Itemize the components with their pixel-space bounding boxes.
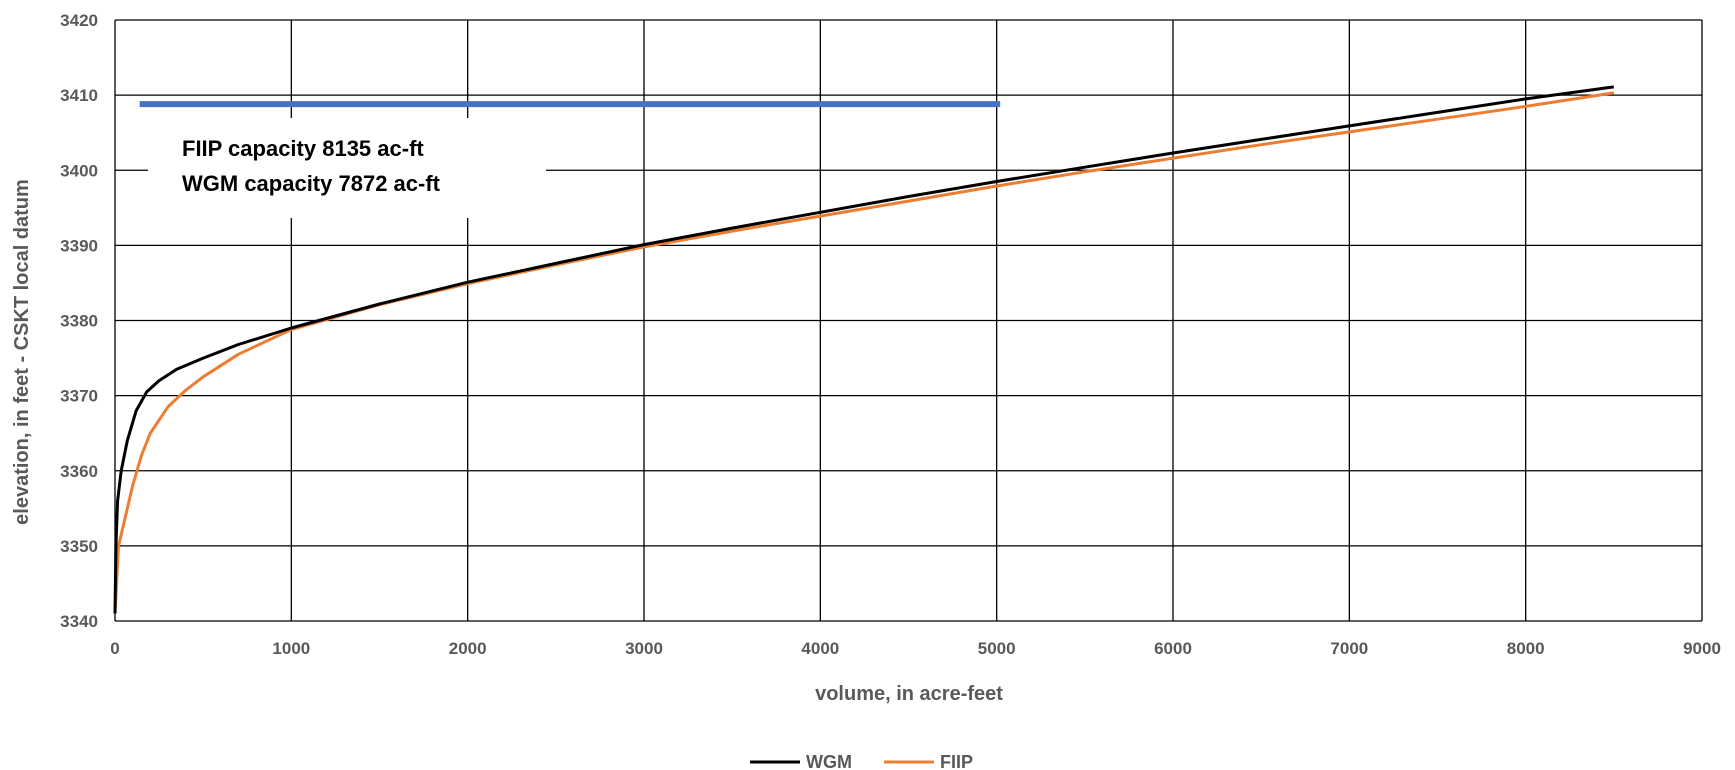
series-line-wgm	[113, 85, 1615, 614]
y-axis-title: elevation, in feet - CSKT local datum	[11, 179, 33, 525]
y-tick-label-2: 3360	[60, 462, 98, 481]
y-tick-label-6: 3400	[60, 161, 98, 180]
legend-label-wgm: WGM	[806, 752, 852, 770]
annotation-fiip-capacity: FIIP capacity 8135 ac-ft	[182, 136, 424, 161]
series-lines	[113, 85, 1615, 614]
x-tick-label-9: 9000	[1683, 639, 1721, 658]
x-tick-labels: 0 1000 2000 3000 4000 5000 6000 7000 8000 9000	[110, 639, 1721, 658]
legend: WGM FIIP	[750, 752, 973, 770]
legend-label-fiip: FIIP	[940, 752, 973, 770]
x-tick-label-3: 3000	[625, 639, 663, 658]
y-tick-label-4: 3380	[60, 312, 98, 331]
y-tick-label-1: 3350	[60, 537, 98, 556]
gridlines	[114, 19, 1703, 622]
x-tick-label-2: 2000	[449, 639, 487, 658]
y-tick-label-7: 3410	[60, 86, 98, 105]
x-tick-label-8: 8000	[1507, 639, 1545, 658]
y-tick-label-8: 3420	[60, 11, 98, 30]
x-tick-label-0: 0	[110, 639, 119, 658]
x-tick-label-5: 5000	[978, 639, 1016, 658]
x-tick-label-1: 1000	[272, 639, 310, 658]
y-tick-labels: 3340 3350 3360 3370 3380 3390 3400 3410 3420	[60, 11, 98, 631]
x-tick-label-7: 7000	[1330, 639, 1368, 658]
y-tick-label-0: 3340	[60, 612, 98, 631]
x-tick-label-4: 4000	[801, 639, 839, 658]
x-axis-title: volume, in acre-feet	[815, 683, 1003, 705]
y-tick-label-3: 3370	[60, 387, 98, 406]
y-tick-label-5: 3390	[60, 236, 98, 255]
annotation-box	[148, 118, 546, 218]
annotation-wgm-capacity: WGM capacity 7872 ac-ft	[182, 171, 441, 196]
x-tick-label-6: 6000	[1154, 639, 1192, 658]
